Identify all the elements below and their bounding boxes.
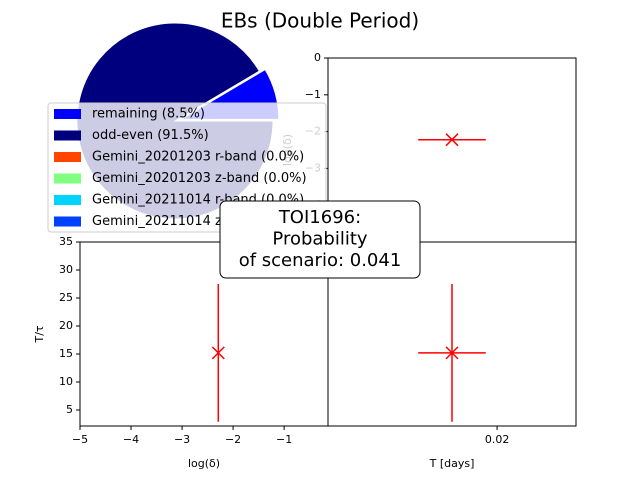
- annotation-text: TOI1696:: [278, 207, 361, 228]
- legend-swatch: [54, 173, 81, 184]
- x-tick-label: −4: [123, 433, 139, 446]
- annotation-text: of scenario: 0.041: [239, 250, 402, 271]
- legend-label: odd-even (91.5%): [92, 128, 209, 143]
- point: [445, 346, 459, 360]
- x-axis-label: log(δ): [188, 457, 220, 470]
- y-tick-label: 25: [59, 291, 73, 304]
- x-tick-label: −2: [225, 433, 241, 446]
- y-tick-label: 10: [59, 375, 73, 388]
- y-tick-label: 0: [314, 51, 321, 64]
- x-tick-label: −1: [276, 433, 292, 446]
- figure-title: EBs (Double Period): [221, 9, 419, 33]
- legend-label: Gemini_20201203 r-band (0.0%): [92, 150, 304, 165]
- x-tick-label: 0.02: [485, 433, 510, 446]
- legend-label: Gemini_20201203 z-band (0.0%): [92, 171, 307, 186]
- legend-swatch: [54, 152, 81, 162]
- legend-swatch: [54, 216, 81, 227]
- x-axis-label: T [days]: [429, 457, 475, 470]
- y-tick-label: 20: [59, 319, 73, 332]
- annotation-text: Probability: [272, 229, 367, 250]
- legend-swatch: [54, 109, 81, 119]
- point: [211, 346, 225, 360]
- legend-box: [47, 102, 327, 233]
- y-tick-label: 35: [59, 235, 73, 248]
- annotation-box: [219, 200, 421, 279]
- legend-swatch: [54, 130, 81, 141]
- y-tick-label: 30: [59, 263, 73, 276]
- legend-swatch: [54, 195, 81, 205]
- x-tick-label: −3: [174, 433, 190, 446]
- y-tick-label: −1: [305, 88, 321, 101]
- point: [445, 133, 459, 147]
- y-tick-label: 5: [66, 403, 73, 416]
- x-tick-label: −5: [72, 433, 88, 446]
- legend-label: remaining (8.5%): [92, 107, 205, 122]
- y-axis-label: T/τ: [33, 325, 46, 343]
- y-tick-label: 15: [59, 347, 73, 360]
